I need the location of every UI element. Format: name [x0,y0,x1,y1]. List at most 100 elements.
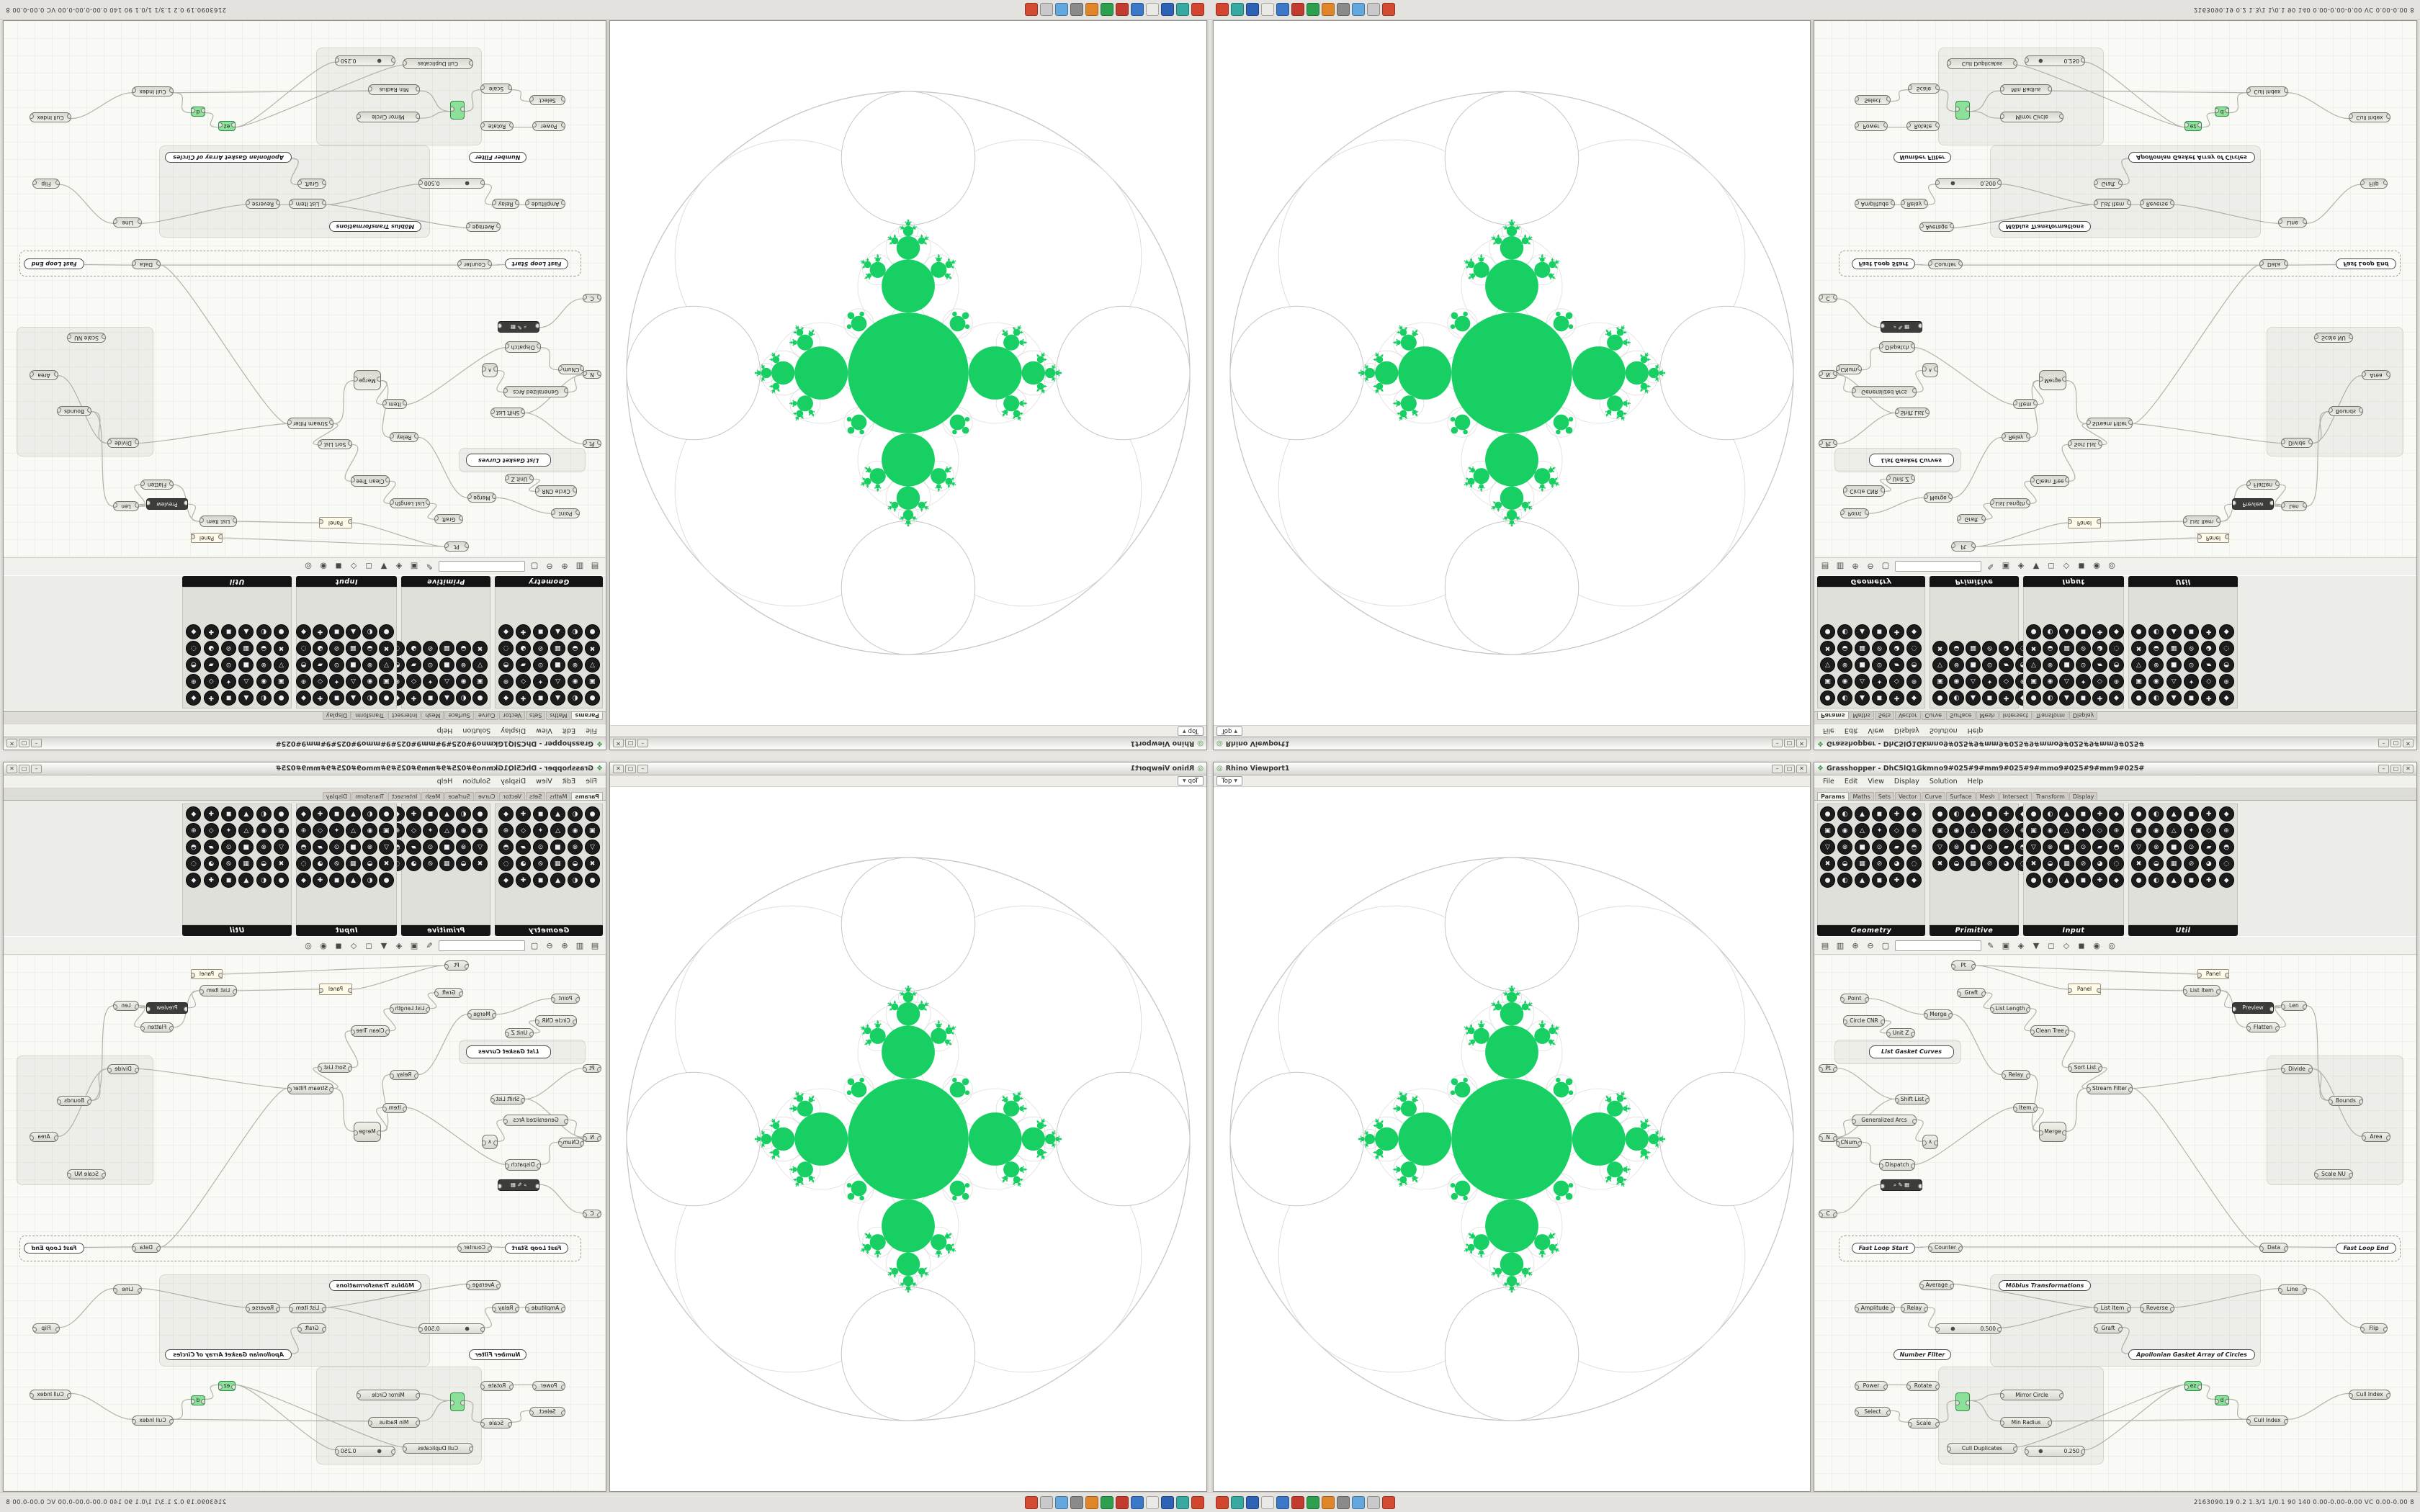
component-icon[interactable]: ◼ [2184,690,2199,706]
component-tab-mesh[interactable]: Mesh [421,792,444,800]
component-icon[interactable]: ● [585,690,600,706]
gh-node-c[interactable]: C [583,1210,601,1218]
component-icon[interactable]: ✚ [313,806,328,822]
component-icon[interactable]: ◐ [568,690,583,706]
component-icon[interactable]: ◒ [2148,856,2164,871]
component-icon[interactable]: △ [346,823,361,838]
minimize-button[interactable]: – [31,739,42,748]
gh-node-cull-index[interactable]: Cull Index [2349,1390,2390,1400]
component-icon[interactable]: △ [1855,823,1870,838]
gh-node-panel[interactable]: Panel [319,517,352,528]
component-icon[interactable]: ▣ [1820,674,1835,689]
component-icon[interactable]: ● [1820,873,1835,888]
component-icon[interactable]: ◼ [221,873,236,888]
component-icon[interactable]: ● [472,806,488,822]
component-icon[interactable]: ◕ [2092,856,2107,871]
gh-node-apollonian-gasket-array-of-circles[interactable]: Apollonian Gasket Array of Circles [165,1349,292,1360]
component-icon[interactable]: ● [585,873,600,888]
component-icon[interactable]: ✚ [203,806,219,822]
camera-icon[interactable]: ◉ [2093,562,2100,572]
component-icon[interactable]: ⊙ [2076,657,2091,672]
viewport-tab-top[interactable]: Top ▼ [1216,776,1242,786]
component-icon[interactable]: ✚ [1999,806,2014,822]
gh-node-cnum[interactable]: CNum [1836,1138,1862,1148]
component-icon[interactable]: ◓ [2109,840,2124,855]
component-icon[interactable]: ⊙ [2076,840,2091,855]
taskbar-settings-icon[interactable] [1337,1495,1350,1509]
component-icon[interactable]: ✖ [1820,856,1835,871]
gh-node-select[interactable]: Select [1855,1407,1891,1417]
gh-node-circle-cnr[interactable]: Circle CNR [1843,1015,1885,1027]
taskbar-close-icon[interactable] [1191,1495,1204,1509]
component-icon[interactable]: ⊗ [256,657,272,672]
gh-canvas[interactable]: Pt Panel List Item Preview Graft List Length C… [4,21,606,557]
gh-node-fast-loop-start[interactable]: Fast Loop Start [1852,1243,1915,1254]
group-icon[interactable]: ▣ [410,562,418,572]
component-icon[interactable]: ▲ [550,873,565,888]
component-icon[interactable]: ▣ [1820,823,1835,838]
component-icon[interactable]: ⊙ [221,657,236,672]
menu-view[interactable]: View [536,778,552,786]
component-icon[interactable]: ▽ [2131,840,2146,855]
viewport-titlebar[interactable]: ◎ Rhino Viewport1 – ▢ ✕ [1214,737,1810,750]
gh-node-m-bius-transformations[interactable]: Möbius Transformations [1999,221,2091,232]
viewport-titlebar[interactable]: ◎ Rhino Viewport1 – ▢ ✕ [1214,762,1810,775]
component-tab-mesh[interactable]: Mesh [1976,712,1999,720]
gh-node-merge[interactable]: Merge [2039,370,2066,390]
gh-node-c[interactable]: C [1819,1210,1837,1218]
gh-node-ez[interactable]: ez [218,1381,236,1391]
taskbar-chat-icon[interactable] [1055,1495,1068,1509]
component-icon[interactable]: ⊗ [2148,657,2164,672]
component-icon[interactable]: ▰ [406,840,421,855]
component-icon[interactable]: ✖ [1932,641,1948,656]
component-icon[interactable]: ● [2131,624,2146,639]
component-tab-mesh[interactable]: Mesh [1976,792,1999,800]
gh-node-flip[interactable]: Flip [2360,1323,2388,1333]
component-icon[interactable]: ◉ [256,674,272,689]
minimize-button[interactable]: – [637,764,648,773]
gh-node-list-item[interactable]: List Item [289,199,326,209]
gh-node-mirror-circle[interactable]: Mirror Circle [2000,1390,2063,1400]
component-icon[interactable]: △ [2059,823,2074,838]
component-tab-surface[interactable]: Surface [1946,712,1976,720]
component-icon[interactable]: ● [2131,873,2146,888]
gh-node-apollonian-gasket-array-of-circles[interactable]: Apollonian Gasket Array of Circles [2128,1349,2255,1360]
gh-node-area[interactable]: Area [2362,370,2390,380]
menu-help[interactable]: Help [436,726,453,734]
close-button[interactable]: ✕ [2403,739,2414,748]
component-tab-maths[interactable]: Maths [546,712,571,720]
component-icon[interactable]: ⊘ [2184,641,2199,656]
gh-node-preview[interactable]: Preview [2232,498,2274,510]
gh-node-clean-tree[interactable]: Clean Tree [2030,1025,2069,1037]
component-icon[interactable]: ▽ [1932,657,1948,672]
component-icon[interactable]: ⊙ [1872,840,1887,855]
taskbar-store-icon[interactable] [1322,1495,1335,1509]
component-icon[interactable]: ▽ [274,657,289,672]
component-icon[interactable]: ✦ [533,823,548,838]
gh-node-preview[interactable]: Preview [146,1002,188,1014]
component-icon[interactable]: ◌ [296,641,311,656]
component-icon[interactable]: ◼ [329,806,344,822]
component-icon[interactable]: ■ [238,840,254,855]
gh-node-divide[interactable]: Divide [2281,438,2313,448]
component-icon[interactable]: ▰ [1889,840,1904,855]
component-icon[interactable]: ◼ [1872,690,1887,706]
component-icon[interactable]: ✖ [472,856,488,871]
taskbar-files-icon[interactable] [1246,3,1259,17]
gh-node--[interactable]: ⌕ ✎ ▦ [1881,1179,1922,1191]
component-tab-curve[interactable]: Curve [474,712,499,720]
component-icon[interactable]: ◐ [2043,624,2058,639]
gh-node-relay[interactable]: Relay [2002,1070,2030,1080]
preview-off-icon[interactable]: ◻ [2048,940,2055,950]
save-icon[interactable]: ▥ [575,940,584,950]
gh-node-graft[interactable]: Graft [434,514,463,524]
component-icon[interactable]: ◉ [2148,823,2164,838]
settings-icon[interactable]: ◎ [2108,562,2115,572]
gh-node-ez[interactable]: ez [218,121,236,131]
gh-node-cull-index[interactable]: Cull Index [30,112,71,122]
gh-node-unit-z[interactable]: Unit Z [1886,1028,1915,1038]
component-icon[interactable]: ✚ [2092,873,2107,888]
gh-node-circle-cnr[interactable]: Circle CNR [1843,485,1885,497]
component-icon[interactable]: ⊗ [2043,657,2058,672]
component-tab-curve[interactable]: Curve [1921,712,1946,720]
